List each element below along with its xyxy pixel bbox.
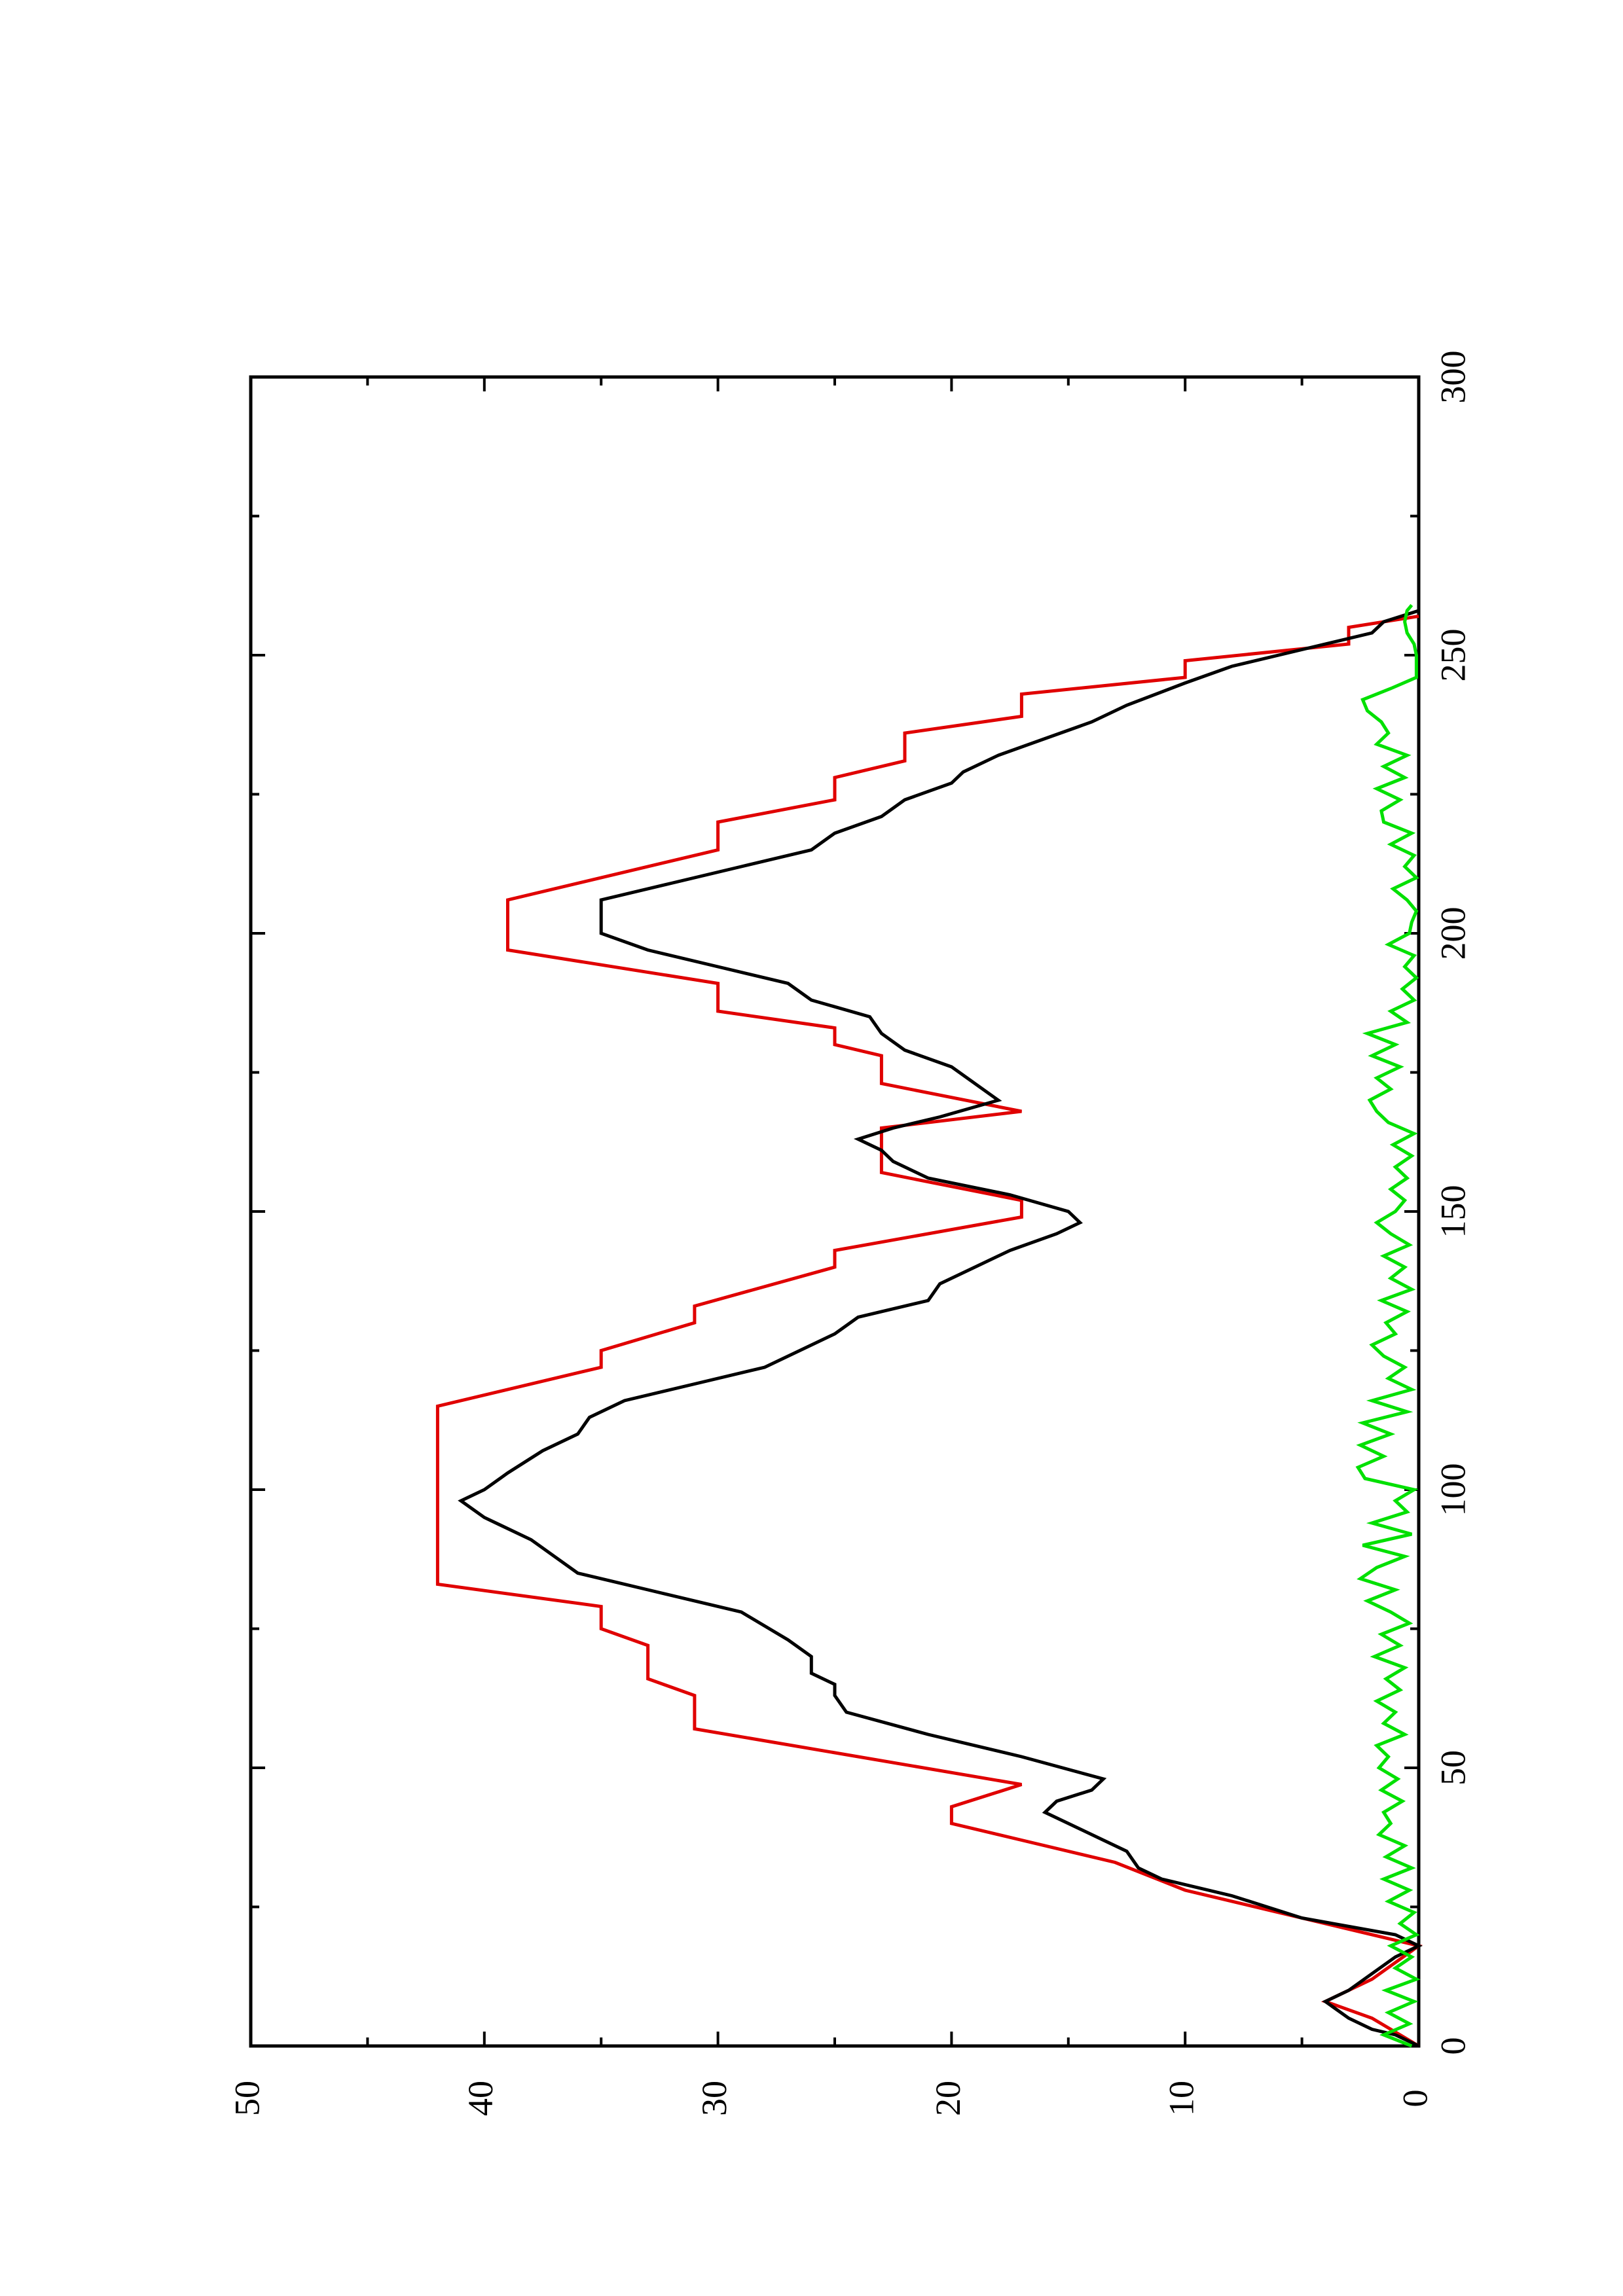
y-tick-label: 10 <box>1162 2081 1201 2116</box>
series-line-1 <box>435 615 1423 2048</box>
x-tick-label: 250 <box>1433 629 1472 682</box>
y-tick-label: 40 <box>461 2081 500 2116</box>
y-tick-label: 30 <box>695 2081 734 2116</box>
x-tick-label: 0 <box>1433 2037 1472 2055</box>
axis-ticks <box>249 376 1420 2047</box>
y-tick-label: 50 <box>227 2081 266 2116</box>
x-tick-label: 50 <box>1433 1750 1472 1785</box>
series-line-2 <box>458 609 1423 2048</box>
y-tick-label: 20 <box>928 2081 968 2116</box>
axis-tick-labels: 0 50 100 150 200 250 300 0 10 20 30 40 50 <box>227 351 1472 2117</box>
x-tick-label: 150 <box>1433 1185 1472 1238</box>
x-tick-label: 300 <box>1433 351 1472 404</box>
x-tick-label: 100 <box>1433 1463 1472 1516</box>
series-layer <box>435 603 1423 2048</box>
x-tick-label: 200 <box>1433 907 1472 960</box>
y-tick-label: 0 <box>1395 2090 1434 2108</box>
plot-frame <box>249 375 1421 2048</box>
series-line-3 <box>1355 603 1421 2048</box>
